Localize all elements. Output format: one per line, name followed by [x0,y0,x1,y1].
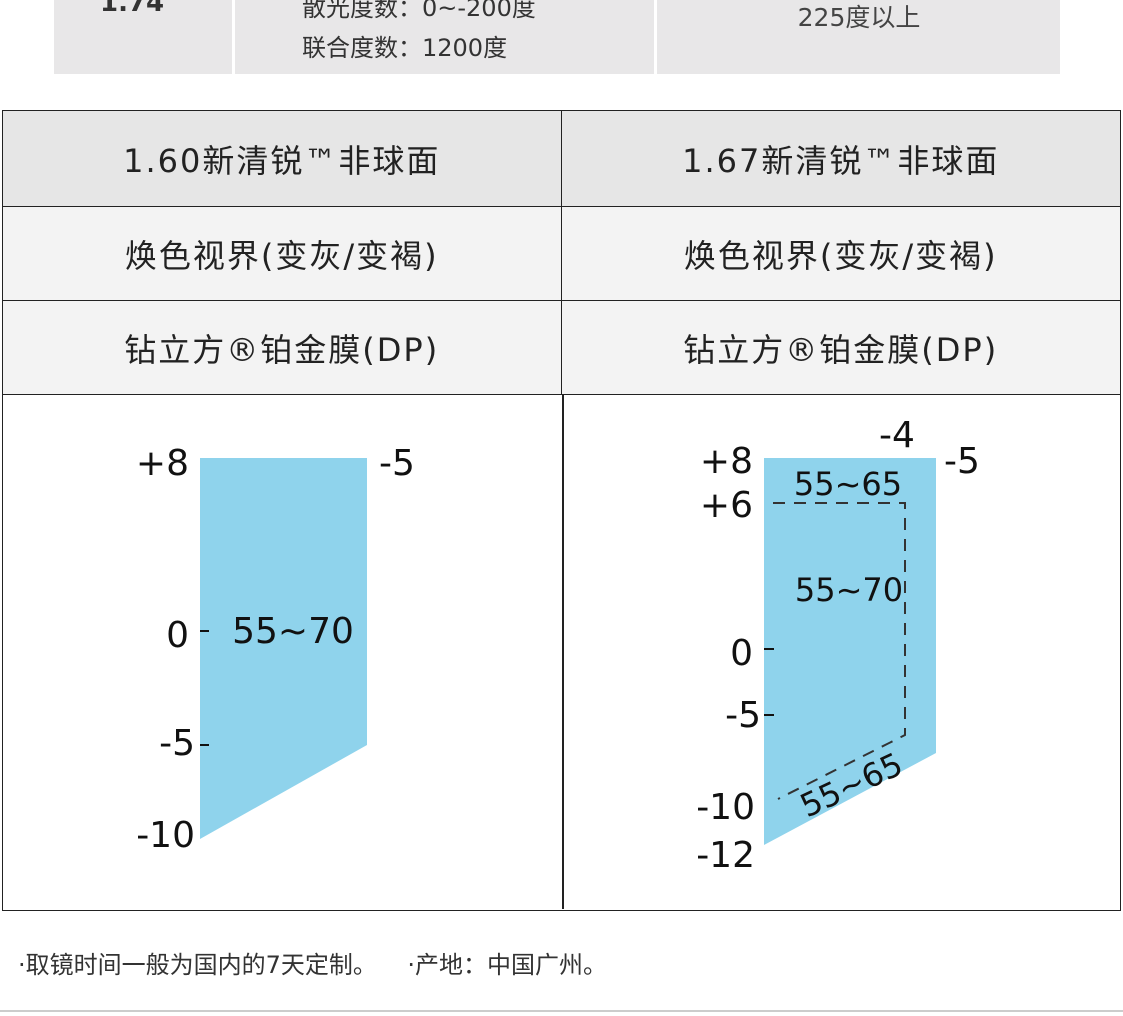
footer-divider [0,1010,1123,1012]
top-table: 1.74 散光度数：0~-200度 联合度数：1200度 225度以上 [54,0,1060,74]
photochromic-cell-167: 焕色视界(变灰/变褐) [683,236,998,275]
region-label-160: 55~70 [232,611,354,652]
label-plus8-167: +8 [700,441,753,482]
top-separator [232,0,235,74]
diagram-divider [562,395,564,909]
header-row: 1.60新清锐™非球面 1.67新清锐™非球面 [3,111,1120,207]
label-minus12-167: -12 [696,835,755,876]
range-area-160 [200,458,367,839]
label-minus5-top-167: -5 [944,441,980,482]
dashed-boundary-167 [773,502,906,800]
lens-table: 1.60新清锐™非球面 1.67新清锐™非球面 焕色视界(变灰/变褐) 焕色视界… [2,110,1121,911]
diagram-167: +8 -4 -5 +6 0 -5 -10 -12 55~65 55~70 55~… [696,415,980,876]
top-mid-line1: 散光度数：0~-200度 [302,0,536,22]
label-minus5-top-160: -5 [379,443,415,484]
label-plus8-160: +8 [136,443,189,484]
top-right-cell: 225度以上 [658,0,1060,74]
top-index-cell: 1.74 [54,0,232,74]
top-mid-cell: 散光度数：0~-200度 联合度数：1200度 [236,0,656,74]
region-mid-label-167: 55~70 [795,571,903,609]
photochromic-cell-160: 焕色视界(变灰/变褐) [3,207,562,300]
header-cell-167: 1.67新清锐™非球面 [682,141,1000,180]
power-range-diagrams: +8 -5 0 -5 -10 55~70 +8 -4 -5 +6 0 -5 -1… [136,415,980,876]
top-separator [654,0,657,74]
power-range-row: +8 -5 0 -5 -10 55~70 +8 -4 -5 +6 0 -5 -1… [3,395,1120,909]
footer-notes: ·取镜时间一般为国内的7天定制。 ·产地：中国广州。 [18,945,607,980]
photochromic-row: 焕色视界(变灰/变褐) 焕色视界(变灰/变褐) [3,207,1120,301]
footer-note-origin: ·产地：中国广州。 [407,951,608,979]
label-minus5-167: -5 [725,695,761,736]
top-right-text: 225度以上 [797,3,921,32]
range-area-167 [764,458,936,845]
header-cell-160: 1.60新清锐™非球面 [3,111,562,206]
label-minus10-167: -10 [696,787,755,828]
label-plus6-167: +6 [700,485,753,526]
label-zero-160: 0 [166,615,189,656]
label-minus10-160: -10 [136,815,195,856]
diagram-160: +8 -5 0 -5 -10 55~70 [136,443,415,856]
label-zero-167: 0 [730,633,753,674]
top-index: 1.74 [100,0,165,18]
coating-cell-167: 钻立方®铂金膜(DP) [683,330,999,369]
coating-cell-160: 钻立方®铂金膜(DP) [3,301,562,394]
region-top-label-167: 55~65 [794,465,902,503]
coating-row: 钻立方®铂金膜(DP) 钻立方®铂金膜(DP) [3,301,1120,395]
label-minus5-160: -5 [159,723,195,764]
label-minus4-167: -4 [879,415,915,456]
footer-note-pickup: ·取镜时间一般为国内的7天定制。 [18,951,377,979]
top-mid-line2: 联合度数：1200度 [302,34,508,62]
